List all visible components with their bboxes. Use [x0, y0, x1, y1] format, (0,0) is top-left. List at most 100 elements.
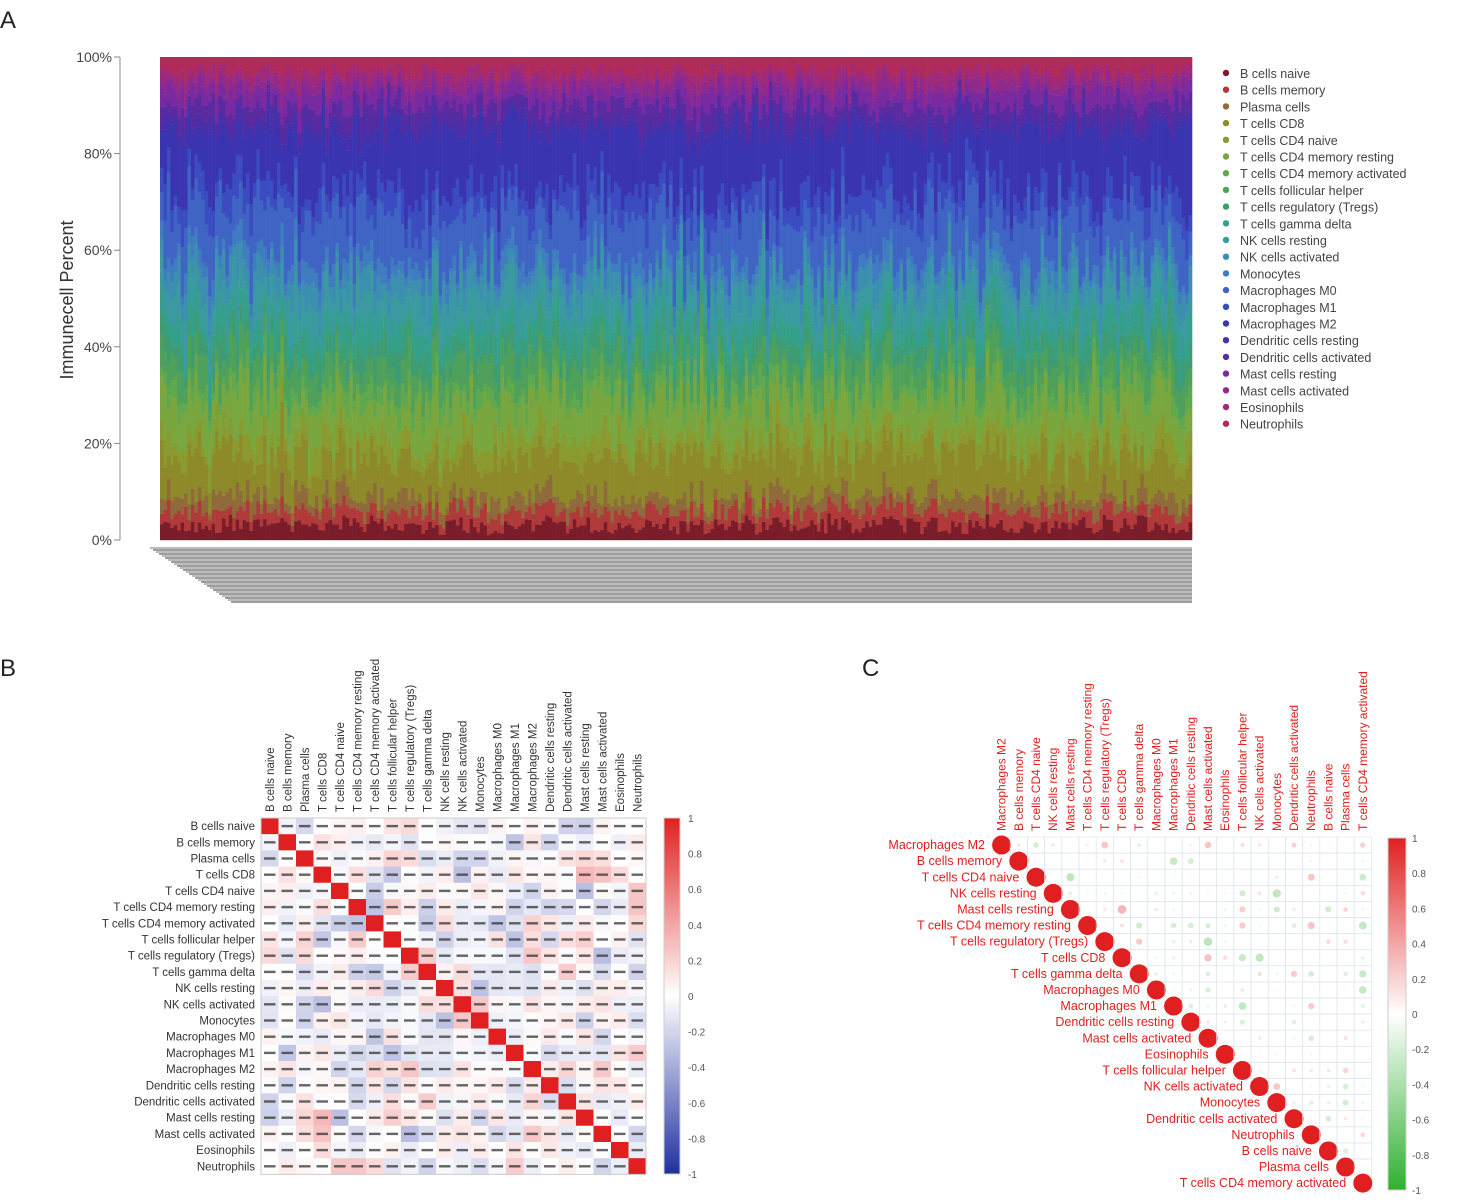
bar-segment: [256, 435, 261, 465]
bar-segment: [655, 370, 660, 382]
bar-segment: [662, 364, 666, 382]
bar-segment: [338, 344, 343, 356]
bar-segment: [173, 355, 178, 377]
bar-segment: [559, 124, 563, 176]
bar-segment: [318, 290, 322, 308]
bar-segment: [197, 248, 202, 268]
bar-segment: [562, 206, 567, 270]
bar-segment: [452, 482, 457, 499]
bar-segment: [194, 311, 199, 333]
bar-segment: [517, 80, 522, 94]
bar-segment: [431, 374, 436, 397]
bar-segment: [848, 57, 852, 76]
bar-segment: [559, 274, 563, 297]
bar-segment: [469, 84, 474, 101]
bar-segment: [328, 57, 333, 77]
bar-segment: [290, 106, 295, 124]
bar-segment: [700, 292, 704, 305]
bar-segment: [586, 84, 591, 96]
bar-segment: [397, 406, 402, 431]
bar-segment: [562, 112, 567, 127]
bar-segment: [197, 94, 202, 114]
bar-segment: [682, 463, 687, 493]
bar-segment: [469, 107, 474, 116]
bar-segment: [596, 335, 601, 356]
bar-segment: [583, 128, 587, 140]
bar-segment: [937, 284, 942, 300]
bar-segment: [497, 333, 501, 364]
bar-segment: [779, 522, 783, 541]
bar-segment: [865, 287, 869, 304]
bar-segment: [806, 263, 811, 275]
bar-segment: [287, 365, 292, 380]
bar-segment: [180, 341, 185, 358]
bar-segment: [318, 362, 322, 393]
bar-segment: [541, 311, 546, 336]
bar-segment: [256, 100, 261, 116]
bar-segment: [335, 250, 340, 264]
bar-segment: [307, 211, 312, 268]
bar-segment: [779, 263, 783, 291]
bar-segment: [445, 70, 450, 77]
bar-segment: [473, 260, 477, 286]
bar-segment: [655, 509, 660, 524]
bar-segment: [304, 509, 309, 525]
bar-segment: [748, 138, 752, 190]
bar-segment: [418, 334, 422, 359]
bar-segment: [827, 348, 832, 359]
bar-segment: [593, 485, 598, 509]
bar-segment: [332, 414, 336, 461]
bar-segment: [256, 84, 261, 101]
bar-segment: [249, 127, 254, 133]
bar-segment: [548, 498, 553, 518]
bar-segment: [393, 85, 398, 91]
bar-segment: [486, 335, 491, 355]
bar-segment: [184, 450, 188, 476]
bar-segment: [318, 518, 322, 530]
bar-segment: [383, 148, 388, 192]
bar-segment: [820, 352, 825, 363]
bar-segment: [903, 384, 907, 392]
bar-segment: [204, 73, 209, 84]
bar-segment: [827, 132, 832, 142]
bar-segment: [177, 371, 181, 406]
bar-segment: [483, 208, 488, 233]
bar-segment: [452, 519, 457, 541]
bar-segment: [259, 415, 264, 435]
bar-segment: [741, 281, 746, 324]
bar-segment: [920, 370, 924, 391]
bar-segment: [266, 90, 271, 103]
bar-segment: [569, 74, 574, 86]
bar-segment: [930, 88, 935, 94]
bar-segment: [280, 124, 285, 145]
bar-segment: [411, 130, 415, 136]
bar-segment: [473, 217, 477, 251]
bar-segment: [263, 246, 267, 267]
bar-segment: [806, 57, 811, 71]
bar-segment: [796, 346, 801, 367]
bar-segment: [476, 340, 481, 359]
bar-segment: [762, 487, 766, 498]
bar-segment: [510, 258, 515, 299]
bar-segment: [655, 442, 660, 465]
bar-segment: [827, 195, 832, 224]
bar-segment: [768, 380, 773, 404]
bar-segment: [197, 294, 202, 317]
bar-segment: [648, 262, 653, 271]
bar-segment: [820, 109, 825, 123]
bar-segment: [431, 94, 436, 104]
bar-segment: [208, 80, 212, 86]
bar-segment: [872, 110, 876, 117]
bar-segment: [655, 203, 660, 251]
bar-segment: [404, 487, 408, 511]
bar-segment: [373, 417, 378, 433]
bar-segment: [614, 294, 618, 309]
bar-segment: [834, 297, 838, 306]
bar-segment: [517, 510, 522, 527]
bar-segment: [572, 253, 577, 272]
bar-segment: [889, 486, 894, 494]
bar-segment: [411, 93, 415, 105]
bar-segment: [483, 195, 488, 209]
bar-segment: [273, 453, 278, 469]
bar-segment: [349, 426, 353, 448]
